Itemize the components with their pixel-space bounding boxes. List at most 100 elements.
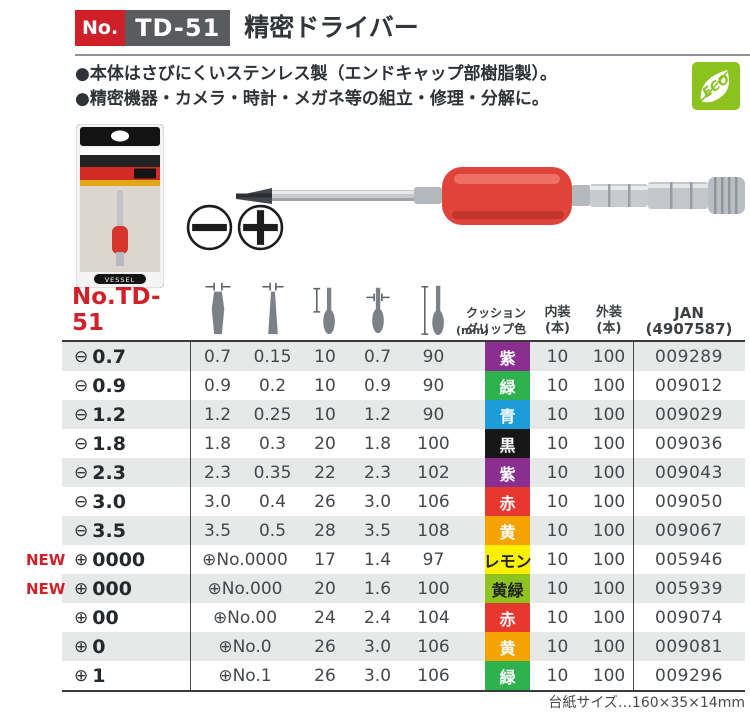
- outer-qty-cell: 100: [592, 346, 626, 367]
- jan-code-cell: 009074: [655, 607, 723, 628]
- eco-leaf-icon: ECO: [692, 62, 740, 110]
- no-badge: No.: [75, 10, 126, 46]
- table-row: ⊕ 1 ⊕No.1 26 3.0 106 緑 10 100 009296: [62, 661, 745, 690]
- minus-tip-icon: ⊖: [74, 404, 89, 425]
- row-size-label: ⊕ 000: [74, 577, 132, 600]
- value-cell: 3.5: [363, 520, 392, 541]
- table-row: ⊖ 2.3 2.3 0.35 22 2.3 102 紫 10 100 009043: [62, 458, 745, 487]
- column-header-inner-qty: 内装 (本): [544, 305, 571, 336]
- row-size-label: ⊕ 00: [74, 606, 119, 629]
- jan-code-cell: 009067: [655, 520, 723, 541]
- value-cell: 10: [314, 375, 336, 396]
- inner-qty-cell: 10: [546, 346, 569, 367]
- table-row: NEW ⊕ 000 ⊕No.000 20 1.6 100 黄緑 10 100 005939: [26, 574, 745, 603]
- grip-color-chip: レモン: [484, 545, 532, 574]
- grip-color-chip: 紫: [485, 342, 530, 371]
- jan-code-cell: 009289: [655, 346, 723, 367]
- minus-tip-icon: ⊖: [74, 346, 89, 367]
- grip-color-chip: 黄: [485, 632, 530, 661]
- value-cell: 28: [314, 520, 336, 541]
- overall-length-icon: [420, 285, 444, 336]
- package-brand: VESSEL: [105, 276, 136, 284]
- outer-qty-cell: 100: [592, 375, 626, 396]
- jan-code-cell: 009081: [655, 636, 723, 657]
- grip-color-chip: 黄: [485, 516, 530, 545]
- value-cell: 0.35: [253, 462, 292, 483]
- column-divider: [190, 342, 191, 690]
- value-cell: 1.4: [363, 549, 392, 570]
- jan-code-cell: 009296: [655, 665, 723, 686]
- outer-qty-cell: 100: [592, 549, 626, 570]
- value-cell: 17: [314, 549, 336, 570]
- row-size-label: ⊖ 0.7: [74, 345, 126, 368]
- value-cell: 2.4: [363, 607, 392, 628]
- tip-length-icon: [313, 287, 335, 335]
- model-badge: TD-51: [125, 10, 231, 46]
- minus-tip-icon: ⊖: [74, 462, 89, 483]
- inner-qty-cell: 10: [546, 520, 569, 541]
- value-cell: 20: [314, 433, 336, 454]
- row-size-label: ⊕ 1: [74, 664, 106, 687]
- row-size-label: ⊕ 0000: [74, 548, 146, 571]
- tip-number-cell: ⊕No.000: [207, 578, 283, 599]
- jan-code-cell: 005946: [655, 549, 723, 570]
- plus-symbol-icon: [237, 204, 284, 251]
- minus-tip-icon: ⊖: [74, 433, 89, 454]
- column-divider: [633, 342, 634, 690]
- spec-table: No.TD-51: [26, 270, 745, 692]
- plus-tip-icon: ⊕: [74, 665, 89, 686]
- jan-code-cell: 009012: [655, 375, 723, 396]
- plus-tip-icon: ⊕: [74, 549, 89, 570]
- table-row: ⊖ 1.8 1.8 0.3 20 1.8 100 黒 10 100 009036: [62, 429, 745, 458]
- inner-qty-cell: 10: [546, 636, 569, 657]
- value-cell: 26: [314, 636, 336, 657]
- table-body: ⊖ 0.7 0.7 0.15 10 0.7 90 紫 10 100 009289 ⊖ 0.9 0.9 0.2…: [26, 340, 745, 692]
- inner-qty-cell: 10: [546, 404, 569, 425]
- table-row: ⊕ 00 ⊕No.00 24 2.4 104 赤 10 100 009074: [62, 603, 745, 632]
- value-cell: 1.6: [363, 578, 392, 599]
- value-cell: 0.3: [258, 433, 287, 454]
- blade-width-icon: [204, 282, 231, 335]
- jan-code-cell: 009050: [655, 491, 723, 512]
- jan-code-cell: 009043: [655, 462, 723, 483]
- grip-color-chip: 緑: [485, 371, 530, 400]
- value-cell: 106: [417, 491, 450, 512]
- inner-qty-cell: 10: [546, 375, 569, 396]
- value-cell: 0.9: [363, 375, 392, 396]
- value-cell: 0.2: [258, 375, 287, 396]
- value-cell: 24: [314, 607, 336, 628]
- product-header: No. TD-51 精密ドライバー: [75, 10, 419, 46]
- value-cell: 1.2: [363, 404, 392, 425]
- value-cell: 20: [314, 578, 336, 599]
- header-divider: [75, 54, 750, 56]
- value-cell: 0.15: [253, 346, 292, 367]
- table-row: NEW ⊕ 0000 ⊕No.0000 17 1.4 97 レモン 10 100 005946: [26, 545, 745, 574]
- inner-qty-cell: 10: [546, 549, 569, 570]
- inner-qty-cell: 10: [546, 578, 569, 599]
- table-row: ⊖ 3.5 3.5 0.5 28 3.5 108 黄 10 100 009067: [62, 516, 745, 545]
- table-header: No.TD-51: [62, 270, 745, 340]
- value-cell: 1.2: [203, 404, 232, 425]
- value-cell: 1.8: [363, 433, 392, 454]
- table-row: ⊖ 0.9 0.9 0.2 10 0.9 90 緑 10 100 009012: [62, 371, 745, 400]
- value-cell: 22: [314, 462, 336, 483]
- value-cell: 2.3: [363, 462, 392, 483]
- minus-symbol-icon: [186, 204, 233, 251]
- blade-thickness-icon: [261, 282, 284, 335]
- row-size-label: ⊖ 3.5: [74, 519, 126, 542]
- jan-code-cell: 009036: [655, 433, 723, 454]
- table-row: ⊖ 0.7 0.7 0.15 10 0.7 90 紫 10 100 009289: [62, 342, 745, 371]
- unit-label: (mm): [456, 324, 489, 337]
- shaft-diameter-icon: [365, 287, 390, 334]
- column-header-outer-qty: 外装 (本): [595, 305, 622, 336]
- feature-item: ●本体はさびにくいステンレス製（エンドキャップ部樹脂製）。: [75, 64, 557, 84]
- value-cell: 100: [417, 578, 450, 599]
- tip-number-cell: ⊕No.1: [218, 665, 272, 686]
- page-title: 精密ドライバー: [244, 13, 419, 42]
- new-badge: NEW: [26, 550, 66, 569]
- plus-tip-icon: ⊕: [74, 636, 89, 657]
- plus-tip-icon: ⊕: [74, 578, 89, 599]
- table-row: ⊕ 0 ⊕No.0 26 3.0 106 黄 10 100 009081: [62, 632, 745, 661]
- tip-number-cell: ⊕No.00: [212, 607, 278, 628]
- value-cell: 3.0: [203, 491, 232, 512]
